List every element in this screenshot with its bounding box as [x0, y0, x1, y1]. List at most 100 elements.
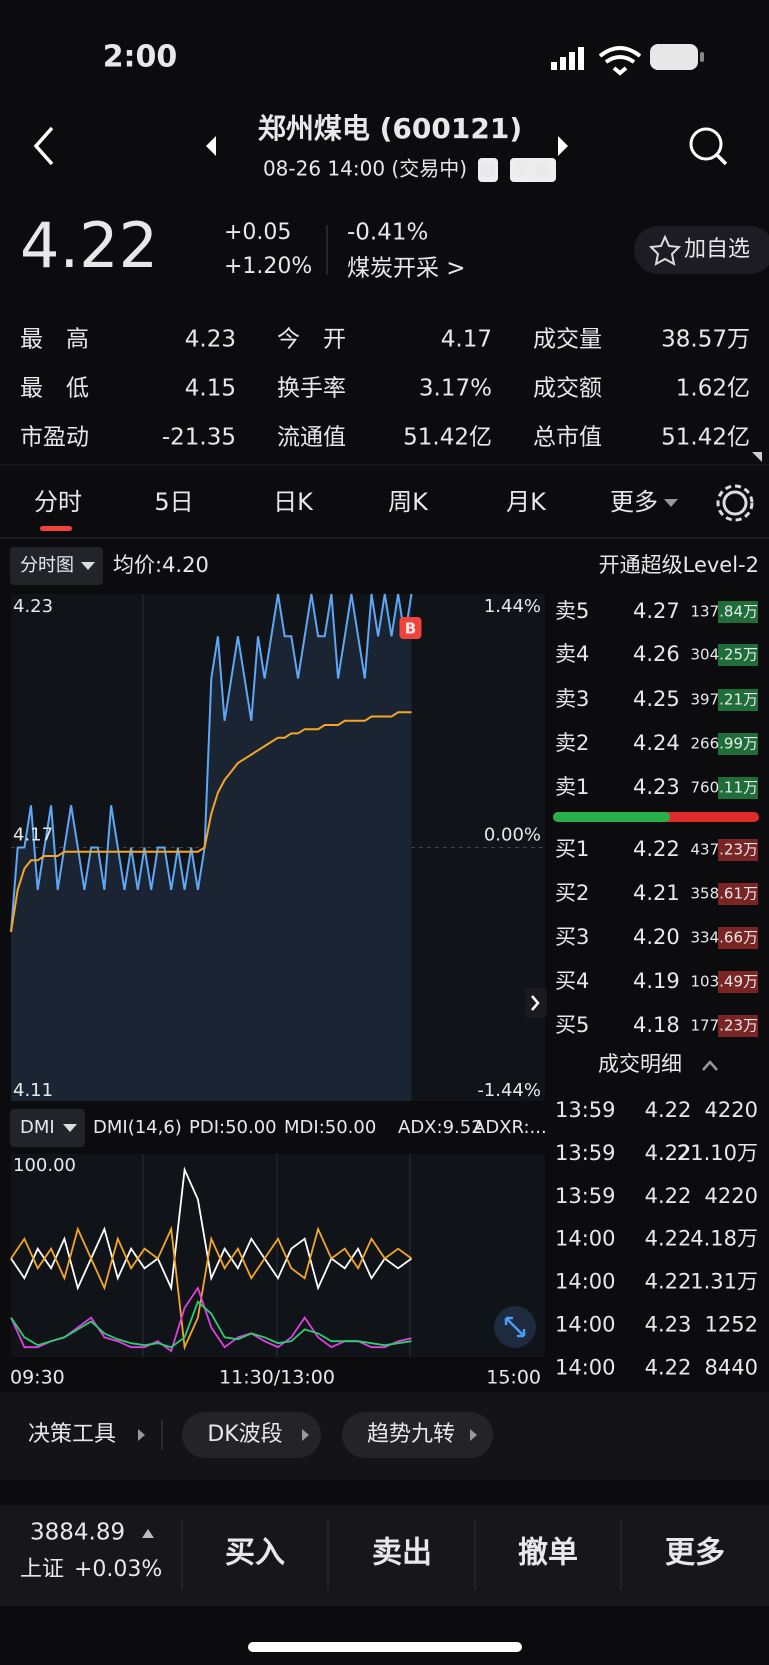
tool-arrow [138, 1429, 145, 1441]
tab[interactable]: 月K [506, 488, 547, 516]
trade-volume: 21.10万 [677, 1141, 758, 1165]
stat-label: 总市值 [533, 425, 602, 451]
level2-link[interactable]: 开通超级Level-2 [599, 553, 759, 577]
y-label: 4.17 [13, 825, 53, 846]
book-volume: 137.84万 [691, 603, 759, 621]
book-volume: 177.23万 [691, 1017, 759, 1035]
book-volume-bar [718, 927, 758, 949]
depth-bar-green [553, 812, 670, 822]
stat-value: 1.62亿 [676, 376, 750, 402]
tool[interactable]: 趋势九转 [367, 1422, 455, 1447]
watch-button[interactable] [634, 226, 769, 274]
trade-price: 4.22 [645, 1270, 692, 1294]
book-label: 卖5 [555, 599, 589, 623]
trade-price: 4.22 [645, 1141, 692, 1165]
trade-volume: 8440 [705, 1355, 758, 1379]
y-label: 4.11 [13, 1080, 53, 1101]
book-volume-bar [718, 644, 758, 666]
tool-arrow [470, 1429, 477, 1441]
star-icon [648, 234, 682, 266]
book-volume: 760.11万 [691, 779, 759, 797]
tool-pill[interactable] [182, 1412, 321, 1458]
trade-volume: 4.18万 [690, 1227, 758, 1251]
book-volume: 103.49万 [691, 973, 759, 991]
stock-title: 郑州煤电 (600121) [258, 112, 522, 145]
search-button[interactable] [689, 127, 728, 166]
dmi-chart-bg [11, 1154, 545, 1357]
stat-value: 51.42亿 [661, 425, 750, 451]
dmi-top-label: 100.00 [13, 1155, 76, 1176]
tab[interactable]: 更多 [610, 488, 658, 516]
indicator-value: ADXR:... [473, 1117, 547, 1138]
settings-button[interactable] [716, 484, 754, 522]
book-label: 卖1 [555, 775, 589, 799]
action-button[interactable]: 买入 [225, 1536, 285, 1571]
expand-button[interactable] [494, 1306, 536, 1348]
stock-subtitle: 08-26 14:00 (交易中) [263, 157, 467, 181]
trade-time: 14:00 [555, 1355, 616, 1379]
stat-label: 换手率 [277, 376, 346, 402]
stat-label: 最 低 [20, 376, 89, 402]
stat-label: 成交额 [533, 376, 602, 402]
tab[interactable]: 日K [273, 488, 314, 516]
trade-volume: 1.31万 [690, 1270, 758, 1294]
avg-label: 均价:4.20 [113, 553, 209, 577]
tab[interactable]: 周K [388, 488, 429, 516]
sector-change: -0.41% [347, 220, 428, 246]
action-button[interactable]: 更多 [665, 1536, 725, 1571]
trades-title[interactable]: 成交明细 [598, 1052, 682, 1076]
wifi-icon [598, 46, 642, 76]
y-label: -1.44% [477, 1080, 541, 1101]
sector[interactable]: 煤炭开采 > [347, 256, 466, 282]
indicator-dropdown[interactable] [10, 1109, 85, 1147]
mode-dropdown[interactable] [10, 547, 103, 585]
chevron [531, 995, 540, 1011]
book-volume-bar [718, 733, 758, 755]
prev-stock[interactable] [206, 136, 216, 156]
action-button[interactable]: 卖出 [372, 1536, 432, 1571]
battery-level: 29 [661, 47, 686, 68]
home-indicator [248, 1642, 522, 1652]
battery-icon [650, 44, 698, 70]
book-price: 4.19 [633, 969, 680, 993]
tab-underline [40, 526, 72, 531]
time-label: 09:30 [10, 1367, 65, 1389]
book-volume: 304.25万 [691, 646, 759, 664]
tab[interactable]: 5日 [154, 488, 193, 516]
price: 4.22 [20, 209, 158, 282]
trade-volume: 4220 [705, 1098, 758, 1122]
trade-volume: 1252 [705, 1313, 758, 1337]
back-button[interactable] [33, 126, 54, 166]
tool[interactable]: DK波段 [207, 1422, 282, 1447]
dropdown-arrow [63, 1124, 77, 1132]
book-label: 卖4 [555, 642, 589, 666]
status-time: 2:00 [103, 40, 178, 75]
indicator-value: MDI:50.00 [284, 1117, 376, 1138]
battery-tip [700, 52, 704, 62]
stat-value: -21.35 [162, 425, 236, 451]
book-label: 买3 [555, 925, 589, 949]
book-price: 4.23 [633, 775, 680, 799]
stat-label: 最 高 [20, 327, 89, 353]
book-label: 卖2 [555, 731, 589, 755]
mode-label: 分时图 [20, 555, 74, 576]
expand-corner [752, 452, 762, 462]
panel-toggle[interactable] [525, 988, 547, 1018]
stat-value: 4.23 [185, 327, 236, 353]
book-volume-bar [718, 601, 758, 623]
book-label: 买2 [555, 881, 589, 905]
stat-value: 3.17% [419, 376, 492, 402]
action-button[interactable]: 撤单 [518, 1536, 578, 1571]
book-volume-bar [718, 839, 758, 861]
book-price: 4.20 [633, 925, 680, 949]
next-stock[interactable] [558, 136, 568, 156]
tool-pill[interactable] [342, 1412, 493, 1458]
tool[interactable]: 决策工具 [28, 1422, 116, 1447]
stat-label: 今 开 [277, 327, 346, 353]
y-label: 4.23 [13, 596, 53, 617]
index-arrow [142, 1529, 154, 1538]
book-volume-bar [718, 971, 758, 993]
book-volume-bar [718, 689, 758, 711]
tab[interactable]: 分时 [34, 488, 82, 516]
book-volume: 266.99万 [691, 735, 759, 753]
